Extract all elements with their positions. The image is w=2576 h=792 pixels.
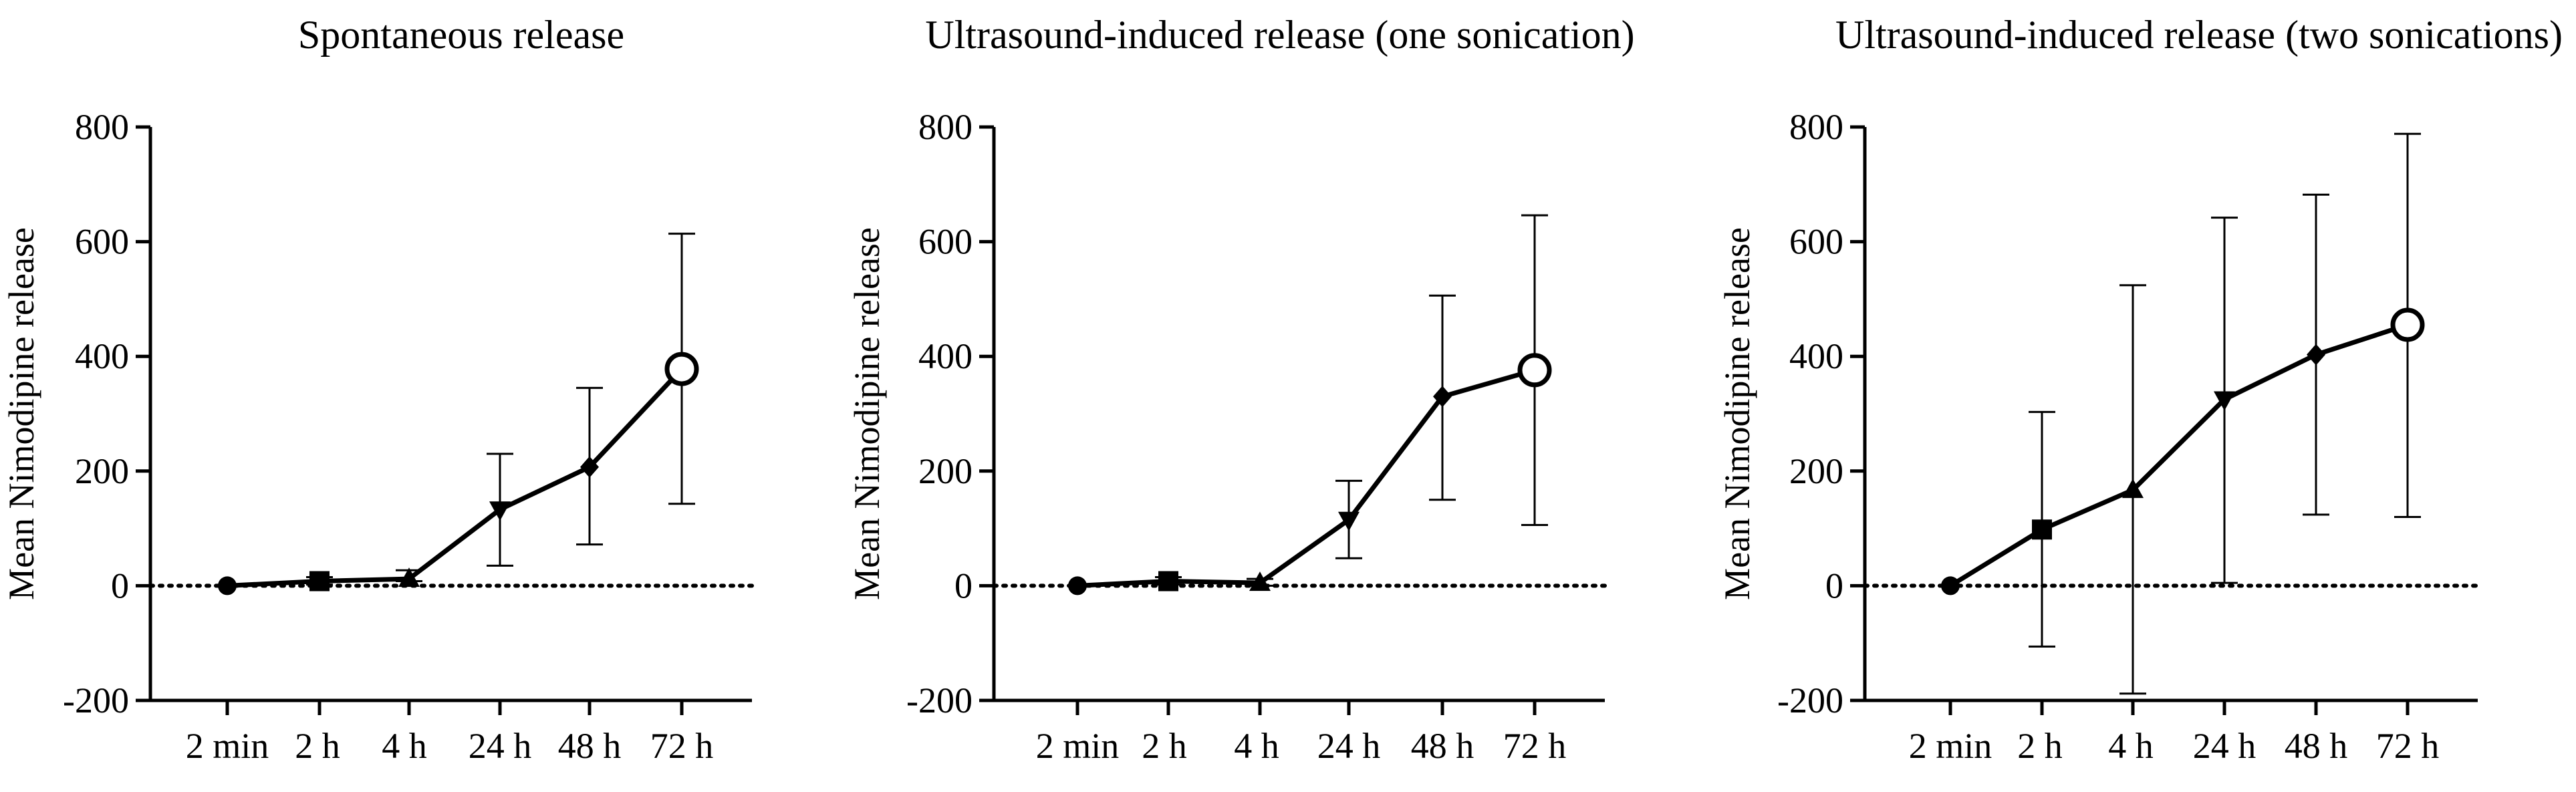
x-tick-label: 2 min (1909, 726, 1992, 766)
y-tick-label: 800 (918, 107, 973, 147)
x-tick-label: 24 h (2193, 726, 2257, 766)
x-tick-label: 24 h (469, 726, 532, 766)
data-point-2-min (1068, 576, 1087, 596)
data-point-4-h (2122, 479, 2144, 499)
y-tick-label: 600 (1789, 222, 1843, 262)
x-tick-label: 2 h (295, 726, 340, 766)
chart-panel-3: Ultrasound-induced release (two sonicati… (1717, 13, 2563, 766)
y-tick-label: -200 (63, 680, 129, 720)
x-tick-label: 48 h (2285, 726, 2348, 766)
y-axis-label: Mean Nimodipine release (1717, 227, 1757, 600)
series-line (227, 367, 684, 588)
x-tick-label: 72 h (650, 726, 714, 766)
chart-panel-1: Spontaneous release Mean Nimodipine relea… (1, 13, 754, 766)
y-axis-label: Mean Nimodipine release (1, 227, 41, 600)
data-point-48-h (580, 456, 599, 478)
y-tick-label: 200 (918, 451, 973, 491)
y-tick-label: 400 (1789, 336, 1843, 376)
y-tick-label: 800 (1789, 107, 1843, 147)
chart-title: Ultrasound-induced release (two sonicati… (1835, 13, 2563, 57)
data-point-48-h (2307, 344, 2325, 366)
x-tick-label: 72 h (2376, 726, 2440, 766)
x-tick-label: 2 min (186, 726, 269, 766)
chart-title: Spontaneous release (298, 13, 624, 57)
series-line (1077, 368, 1535, 588)
y-tick-label: -200 (906, 680, 973, 720)
data-point-72-h (664, 352, 699, 386)
data-point-24-h (489, 501, 511, 521)
y-tick-label: 0 (954, 565, 973, 606)
data-point-24-h (1338, 511, 1360, 531)
chart-title: Ultrasound-induced release (one sonicati… (925, 13, 1634, 57)
data-point-2-min (1941, 576, 1960, 596)
y-tick-label: 0 (111, 565, 129, 606)
x-tick-label: 4 h (382, 726, 427, 766)
data-point-4-h (398, 567, 420, 587)
data-point-2-h (1158, 571, 1178, 591)
x-tick-label: 24 h (1317, 726, 1381, 766)
y-tick-label: 400 (918, 336, 973, 376)
x-tick-label: 48 h (1411, 726, 1474, 766)
data-point-2-h (2032, 519, 2052, 540)
y-tick-label: 0 (1825, 565, 1843, 606)
x-tick-label: 4 h (2108, 726, 2154, 766)
data-point-24-h (2214, 391, 2235, 411)
y-tick-label: 800 (75, 107, 129, 147)
x-tick-label: 2 h (2017, 726, 2063, 766)
x-tick-label: 4 h (1234, 726, 1279, 766)
x-tick-label: 48 h (558, 726, 622, 766)
chart-panel-2: Ultrasound-induced release (one sonicati… (847, 13, 1635, 766)
data-point-48-h (1433, 386, 1452, 408)
x-tick-label: 72 h (1503, 726, 1567, 766)
data-point-2-h (309, 571, 330, 591)
y-tick-label: 600 (918, 222, 973, 262)
data-point-72-h (2390, 307, 2425, 342)
y-tick-label: 200 (1789, 451, 1843, 491)
y-tick-label: 200 (75, 451, 129, 491)
x-tick-label: 2 h (1142, 726, 1187, 766)
y-tick-label: -200 (1777, 680, 1843, 720)
y-axis-label: Mean Nimodipine release (847, 227, 887, 600)
y-tick-label: 400 (75, 336, 129, 376)
y-tick-label: 600 (75, 222, 129, 262)
data-point-72-h (1517, 353, 1552, 388)
data-point-4-h (1249, 571, 1271, 591)
x-tick-label: 2 min (1036, 726, 1120, 766)
data-point-2-min (218, 576, 237, 596)
series-line (1949, 322, 2409, 588)
